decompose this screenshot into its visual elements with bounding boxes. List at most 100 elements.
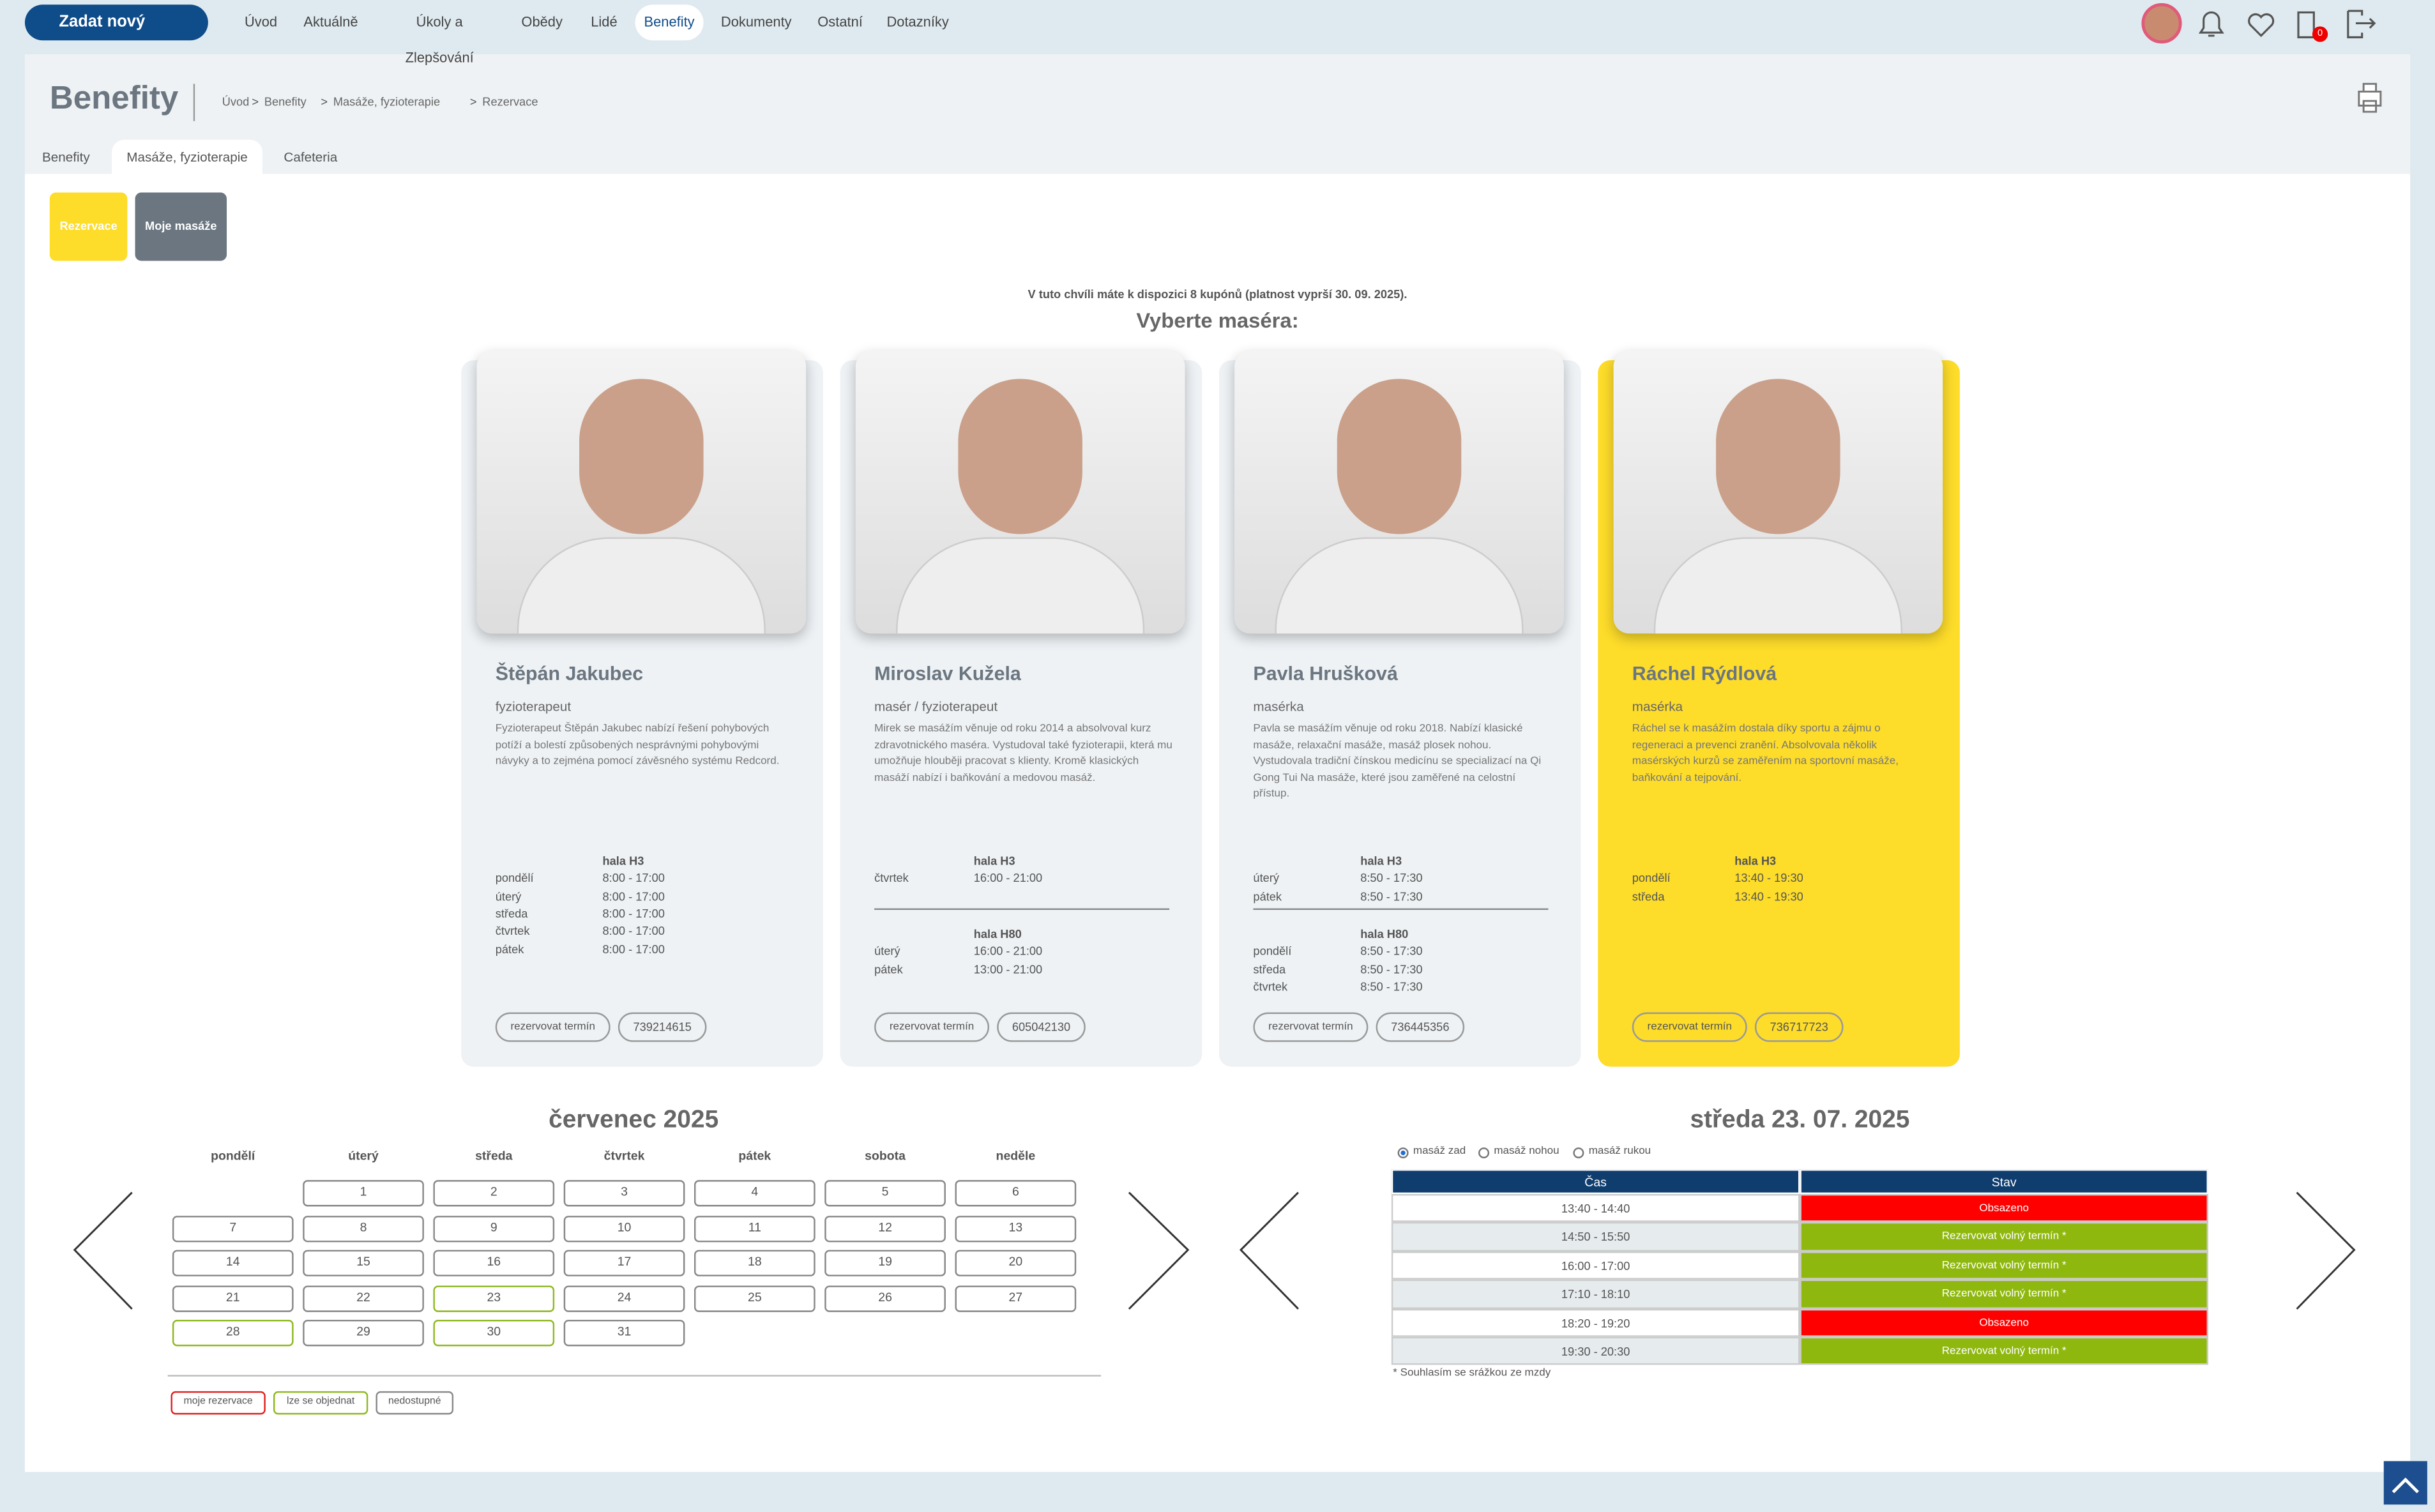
- action-button[interactable]: Rezervace: [49, 192, 128, 261]
- menu-item[interactable]: Dotazníky: [886, 13, 949, 30]
- menu-item[interactable]: Dokumenty: [720, 13, 792, 30]
- status-cell[interactable]: Rezervovat volný termín *: [1800, 1222, 2208, 1251]
- radio-label[interactable]: masáž rukou: [1588, 1145, 1651, 1157]
- day-cell[interactable]: 13: [955, 1214, 1077, 1242]
- masseur-card[interactable]: Štěpán Jakubec fyzioterapeut Fyzioterapeut…: [461, 351, 823, 1067]
- day-cell[interactable]: 3: [563, 1180, 685, 1207]
- day-cell[interactable]: 12: [824, 1214, 946, 1242]
- day-cell[interactable]: 9: [433, 1214, 555, 1242]
- menu-item[interactable]: Aktuálně: [303, 13, 358, 30]
- photo-body: [517, 537, 766, 634]
- masseur-card[interactable]: Ráchel Rýdlová masérka Ráchel se k masážím…: [1598, 351, 1960, 1067]
- avatar[interactable]: [2141, 3, 2182, 44]
- phone-button[interactable]: 739214615: [618, 1012, 707, 1042]
- phone-button[interactable]: 605042130: [997, 1012, 1086, 1042]
- weekday: čtvrtek: [603, 1149, 645, 1163]
- arrows[interactable]: [73, 1191, 2356, 1310]
- legend-item: lze se objednat: [273, 1391, 368, 1415]
- day: pátek: [495, 941, 524, 956]
- breadcrumb[interactable]: Rezervace: [482, 94, 538, 109]
- back-to-top[interactable]: [2383, 1461, 2427, 1505]
- menu-item[interactable]: Lidé: [591, 13, 618, 30]
- radio[interactable]: [1478, 1147, 1490, 1159]
- book-button[interactable]: rezervovat termín: [874, 1012, 990, 1042]
- day-cell[interactable]: 26: [824, 1285, 946, 1312]
- breadcrumb[interactable]: Úvod: [222, 94, 250, 109]
- menu-item[interactable]: Benefity: [635, 4, 704, 41]
- status-cell[interactable]: Rezervovat volný termín *: [1800, 1251, 2208, 1280]
- day: úterý: [495, 889, 522, 903]
- day-cell[interactable]: 15: [303, 1250, 424, 1276]
- day-cell[interactable]: 22: [303, 1285, 424, 1312]
- heart-icon[interactable]: [2248, 13, 2275, 38]
- day-cell[interactable]: 14: [172, 1250, 294, 1276]
- phone-button[interactable]: 736445356: [1376, 1012, 1465, 1042]
- day: čtvrtek: [495, 924, 530, 939]
- photo-body: [1275, 537, 1524, 634]
- day-cell[interactable]: 2: [433, 1180, 555, 1207]
- back-to-top-arrow: [2392, 1478, 2419, 1493]
- day-cell[interactable]: 16: [433, 1250, 555, 1276]
- logout-icon[interactable]: [2347, 10, 2376, 38]
- photo: [855, 351, 1185, 634]
- breadcrumb[interactable]: Masáže, fyzioterapie: [333, 94, 441, 109]
- day-cell[interactable]: 24: [563, 1285, 685, 1312]
- radio[interactable]: [1573, 1147, 1584, 1159]
- day-cell[interactable]: 19: [824, 1250, 946, 1276]
- day-cell[interactable]: 10: [563, 1214, 685, 1242]
- status-cell[interactable]: Obsazeno: [1800, 1308, 2208, 1337]
- photo-body: [1653, 537, 1902, 634]
- tab[interactable]: Cafeteria: [284, 149, 338, 165]
- day-cell[interactable]: 25: [694, 1285, 815, 1312]
- breadcrumb[interactable]: Benefity: [264, 94, 307, 109]
- action-button[interactable]: Moje masáže: [135, 192, 227, 261]
- status-cell[interactable]: Obsazeno: [1800, 1194, 2208, 1223]
- radio[interactable]: [1397, 1147, 1409, 1159]
- day-cell[interactable]: 28: [172, 1319, 294, 1347]
- radio-label[interactable]: masáž zad: [1413, 1145, 1466, 1157]
- print-icon[interactable]: [2358, 82, 2382, 113]
- masseur-role: masérka: [1632, 699, 1683, 714]
- phone-button[interactable]: 736717723: [1754, 1012, 1844, 1042]
- menu-item[interactable]: Úvod: [244, 13, 278, 30]
- day: pátek: [1253, 889, 1282, 903]
- masseur-role: masér / fyzioterapeut: [874, 699, 998, 714]
- day-cell[interactable]: 27: [955, 1285, 1077, 1312]
- day-cell[interactable]: 6: [955, 1180, 1077, 1207]
- hours: 8:00 - 17:00: [602, 871, 665, 886]
- hall-label: hala H3: [602, 854, 644, 868]
- masseur-card[interactable]: Pavla Hrušková masérka Pavla se masážím vě…: [1218, 351, 1581, 1067]
- day-cell[interactable]: 31: [563, 1319, 685, 1347]
- tab[interactable]: Masáže, fyzioterapie: [112, 139, 262, 176]
- day-cell[interactable]: 11: [694, 1214, 815, 1242]
- day-cell[interactable]: 20: [955, 1250, 1077, 1276]
- status-cell[interactable]: Rezervovat volný termín *: [1800, 1336, 2208, 1366]
- status-cell[interactable]: Rezervovat volný termín *: [1800, 1280, 2208, 1308]
- day-cell[interactable]: 8: [303, 1214, 424, 1242]
- new-button[interactable]: Zadat nový: [24, 4, 208, 41]
- day-cell[interactable]: 30: [433, 1319, 555, 1347]
- day-cell[interactable]: 5: [824, 1180, 946, 1207]
- day-cell[interactable]: 23: [433, 1285, 555, 1312]
- book-button[interactable]: rezervovat termín: [495, 1012, 611, 1042]
- hours: 16:00 - 21:00: [973, 871, 1043, 886]
- masseur-card[interactable]: Miroslav Kužela masér / fyzioterapeut Mire…: [840, 351, 1202, 1067]
- day-cell[interactable]: 1: [303, 1180, 424, 1207]
- photo: [1234, 351, 1564, 634]
- day-cell[interactable]: 21: [172, 1285, 294, 1312]
- day-cell[interactable]: 17: [563, 1250, 685, 1276]
- menu-item[interactable]: Obědy: [521, 13, 563, 30]
- book-button[interactable]: rezervovat termín: [1632, 1012, 1747, 1042]
- day-cell[interactable]: 4: [694, 1180, 815, 1207]
- tab[interactable]: Benefity: [42, 149, 90, 165]
- day-cell[interactable]: 29: [303, 1319, 424, 1347]
- menu-item[interactable]: Úkoly a Zlepšování: [405, 13, 474, 66]
- cart-icon[interactable]: [2297, 11, 2315, 38]
- weekday: neděle: [996, 1149, 1036, 1163]
- book-button[interactable]: rezervovat termín: [1253, 1012, 1369, 1042]
- bell-icon[interactable]: [2198, 11, 2224, 37]
- day-cell[interactable]: 18: [694, 1250, 815, 1276]
- menu-item[interactable]: Ostatní: [817, 13, 863, 30]
- day-cell[interactable]: 7: [172, 1214, 294, 1242]
- radio-label[interactable]: masáž nohou: [1494, 1145, 1559, 1157]
